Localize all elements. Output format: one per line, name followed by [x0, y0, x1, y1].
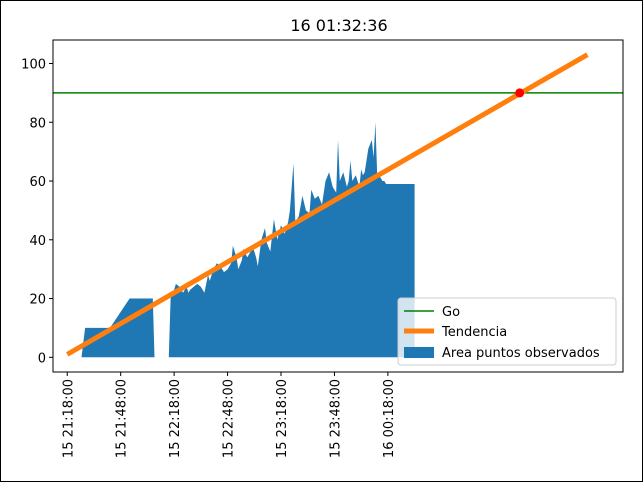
y-tick-label: 60	[29, 175, 46, 190]
x-tick-label: 15 21:18:00	[61, 379, 76, 458]
legend: Go Tendencia Area puntos observados	[397, 297, 617, 366]
legend-area-swatch	[404, 347, 434, 358]
x-tick-label: 15 23:18:00	[275, 379, 290, 458]
axes: 0 20 40 60 80 100 15 21:18:00 15 21:48:00 15 22:…	[21, 58, 397, 459]
y-tick-label: 0	[38, 351, 46, 366]
legend-go-label: Go	[442, 305, 460, 320]
x-tick-label: 15 21:48:00	[115, 379, 130, 458]
x-tick-label: 16 00:18:00	[382, 379, 397, 458]
legend-box	[397, 297, 617, 366]
area-series-observed	[81, 122, 415, 358]
plot-area	[53, 52, 623, 358]
y-tick-label: 20	[29, 293, 46, 308]
y-tick-label: 100	[21, 58, 46, 73]
x-tick-label: 15 22:18:00	[168, 379, 183, 458]
legend-tendencia-label: Tendencia	[441, 325, 507, 340]
axes-frame	[52, 39, 624, 373]
y-tick-label: 80	[29, 116, 46, 131]
x-tick-label: 15 23:48:00	[328, 379, 343, 458]
y-tick-label: 40	[29, 234, 46, 249]
intersection-point	[515, 88, 525, 98]
x-tick-label: 15 22:48:00	[222, 379, 237, 458]
chart-title: 16 01:32:36	[290, 16, 387, 35]
legend-area-label: Area puntos observados	[442, 346, 600, 361]
trend-line	[66, 52, 589, 357]
